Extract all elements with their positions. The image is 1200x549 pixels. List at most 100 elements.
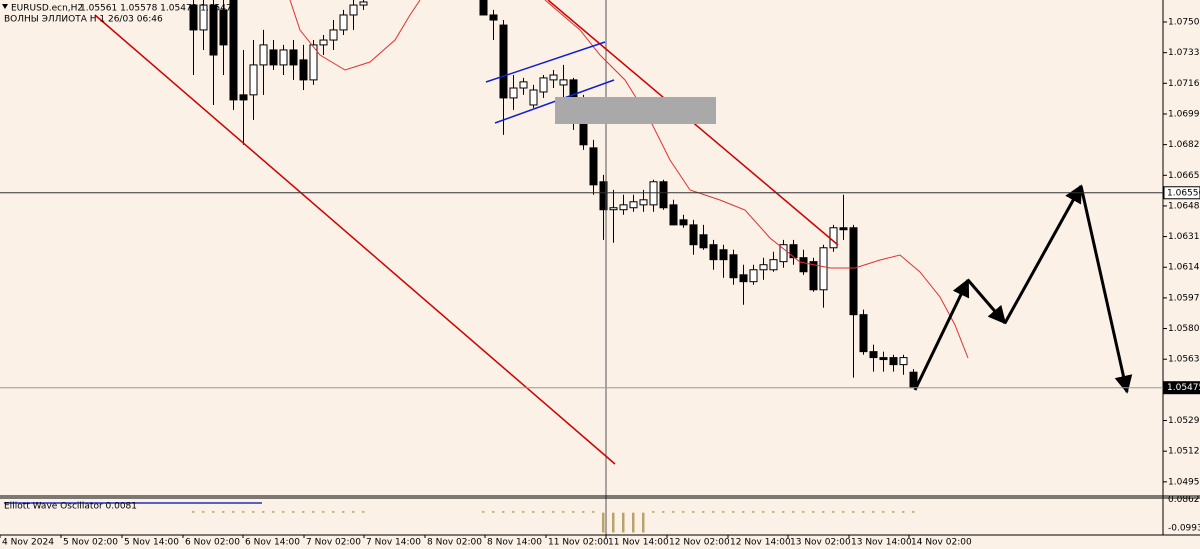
y-tick-label: 1.06313 xyxy=(1168,232,1200,242)
y-tick-label: 1.05633 xyxy=(1168,355,1200,365)
candle-body xyxy=(659,181,668,209)
x-tick-label: 7 Nov 14:00 xyxy=(366,538,421,548)
y-tick-label: 1.05803 xyxy=(1168,324,1200,334)
osc-bar xyxy=(582,511,585,513)
candle-body xyxy=(359,1,368,6)
osc-bar xyxy=(572,511,575,513)
candle-body xyxy=(619,204,628,211)
osc-bar xyxy=(912,511,915,513)
candle-body xyxy=(199,4,208,31)
osc-bar xyxy=(682,511,685,513)
channel-line xyxy=(494,79,615,124)
candle-body xyxy=(879,357,888,361)
zone xyxy=(555,97,716,124)
osc-bar xyxy=(772,511,775,513)
x-tick-label: 12 Nov 14:00 xyxy=(730,538,791,548)
osc-bar xyxy=(732,511,735,513)
osc-bar xyxy=(312,511,315,513)
osc-bar xyxy=(332,511,335,513)
osc-bar xyxy=(222,511,225,513)
candle-body xyxy=(849,227,858,316)
candle-body xyxy=(889,357,898,366)
osc-bar xyxy=(212,511,215,513)
trend-line xyxy=(94,14,616,465)
candle-body xyxy=(719,249,728,261)
osc-bar xyxy=(232,511,235,513)
candle-body xyxy=(309,44,318,81)
osc-bar xyxy=(792,511,795,513)
candle-body xyxy=(679,219,688,226)
candle-body xyxy=(529,89,538,106)
candle-body xyxy=(779,244,788,263)
osc-bar xyxy=(622,512,625,533)
candle-body xyxy=(299,59,308,81)
osc-bar xyxy=(612,512,615,533)
candle-body xyxy=(709,244,718,261)
x-tick-label: 6 Nov 02:00 xyxy=(185,538,240,548)
osc-bar xyxy=(602,512,605,533)
candle-body xyxy=(669,204,678,226)
candle-body xyxy=(319,39,328,46)
x-tick-label: 11 Nov 14:00 xyxy=(608,538,669,548)
x-tick-label: 5 Nov 02:00 xyxy=(63,538,118,548)
osc-bar xyxy=(242,511,245,513)
candle-body xyxy=(239,94,248,101)
osc-bar xyxy=(812,511,815,513)
y-tick-label: 1.07503 xyxy=(1168,18,1200,28)
osc-bar xyxy=(252,511,255,513)
y-tick-label: 1.06483 xyxy=(1168,201,1200,211)
osc-bar xyxy=(722,511,725,513)
candle-body xyxy=(249,64,258,96)
candle-body xyxy=(499,24,508,99)
osc-bar xyxy=(782,511,785,513)
x-tick-label: 11 Nov 02:00 xyxy=(548,538,609,548)
y-tick-label: 1.06653 xyxy=(1168,171,1200,181)
x-tick-label: 8 Nov 02:00 xyxy=(427,538,482,548)
osc-bar xyxy=(802,511,805,513)
candle-body xyxy=(839,227,848,231)
drawings xyxy=(94,0,1133,535)
moving-average xyxy=(289,0,421,71)
candle-body xyxy=(509,87,518,99)
x-tick-label: 14 Nov 02:00 xyxy=(911,538,972,548)
osc-bar xyxy=(882,511,885,513)
osc-bar xyxy=(762,511,765,513)
y-tick-label: 1.06823 xyxy=(1168,140,1200,150)
x-tick-label: 8 Nov 14:00 xyxy=(487,538,542,548)
x-tick-label: 13 Nov 14:00 xyxy=(851,538,912,548)
osc-bar xyxy=(742,511,745,513)
candle-body xyxy=(589,147,598,186)
osc-bar xyxy=(282,511,285,513)
y-tick-label: 1.04953 xyxy=(1168,477,1200,487)
ohlc-values: 1.05561 1.05578 1.05473 1.0547 xyxy=(80,4,232,14)
osc-bar xyxy=(492,511,495,513)
price-level-label: 1.05475 xyxy=(1167,383,1200,393)
x-tick-label: 12 Nov 02:00 xyxy=(669,538,730,548)
osc-bar xyxy=(532,511,535,513)
osc-bar xyxy=(192,511,195,513)
osc-bar xyxy=(592,511,595,513)
osc-bar xyxy=(842,511,845,513)
osc-bar xyxy=(822,511,825,513)
candle-body xyxy=(539,77,548,93)
candle-body xyxy=(269,49,278,66)
candle-body xyxy=(209,4,218,56)
candle-body xyxy=(769,259,778,271)
menu-arrow[interactable] xyxy=(2,4,8,9)
candle-body xyxy=(809,261,818,291)
candle-body xyxy=(189,4,198,31)
candle-body xyxy=(899,357,908,366)
oscillator-title: Elliott Wave Oscillator 0.0081 xyxy=(4,502,137,512)
osc-bar xyxy=(522,511,525,513)
x-tick-label: 5 Nov 14:00 xyxy=(124,538,179,548)
osc-bar xyxy=(552,511,555,513)
candle-body xyxy=(699,234,708,249)
osc-bar xyxy=(262,511,265,513)
osc-bar xyxy=(272,511,275,513)
price-level-box xyxy=(1163,381,1200,395)
candle-body xyxy=(279,49,288,66)
candle-body xyxy=(289,49,298,66)
osc-bar xyxy=(642,512,645,533)
candle-body xyxy=(479,0,488,16)
osc-bar xyxy=(362,511,365,513)
